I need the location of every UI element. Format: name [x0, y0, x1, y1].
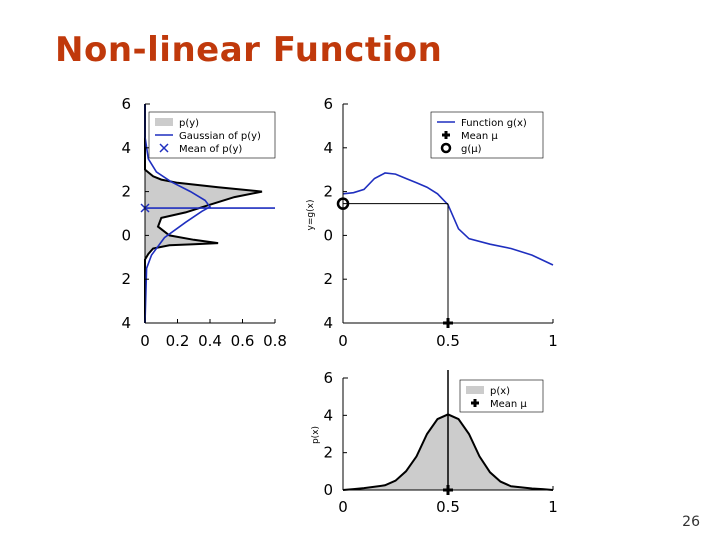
right-bottom-x-tick-2: 1 — [548, 498, 558, 516]
right-top-y-tick-0: 6 — [323, 95, 333, 113]
left-legend-fill-swatch — [155, 118, 173, 126]
right-top-y-tick-4: 2 — [323, 270, 333, 288]
right-bottom-y-tick-2: 2 — [323, 444, 333, 462]
right-top-ylabel: y=g(x) — [306, 200, 316, 231]
left-x-tick-0: 0 — [140, 332, 150, 350]
right-top-x-tick-1: 0.5 — [436, 332, 460, 350]
left-y-tick-1: 4 — [121, 139, 131, 157]
right-top-series-0 — [342, 172, 554, 266]
right-top-x-tick-0: 0 — [338, 332, 348, 350]
right-top-legend-entry-2: g(μ) — [461, 144, 482, 155]
right-top-legend-ring-swatch — [440, 142, 452, 154]
left-y-tick-3: 0 — [121, 226, 131, 244]
left-x-tick-1: 0.2 — [166, 332, 190, 350]
right-bottom-y-tick-3: 0 — [323, 481, 333, 499]
right-bottom-x-tick-0: 0 — [338, 498, 348, 516]
left-legend-cross-swatch — [159, 143, 169, 153]
left-series-1 — [144, 104, 212, 324]
right-bottom-legend: p(x) Mean μ — [459, 379, 544, 413]
right-bottom-legend-plus-swatch — [471, 399, 479, 407]
left-series-0 — [144, 104, 263, 323]
right-bottom-legend-fill-swatch — [466, 386, 484, 394]
left-legend: p(y) Gaussian of p(y) Mean of p(y) — [148, 111, 276, 159]
left-legend-entry-2: Mean of p(y) — [179, 144, 242, 155]
left-x-tick-3: 0.6 — [231, 332, 255, 350]
right-top-x-tick-2: 1 — [548, 332, 558, 350]
left-x-tick-4: 0.8 — [263, 332, 287, 350]
right-bottom-legend-entry-0: p(x) — [490, 386, 510, 397]
left-legend-entry-0: p(y) — [179, 118, 199, 129]
slide-title: Non-linear Function — [55, 30, 443, 70]
right-bottom-legend-entry-1: Mean μ — [490, 399, 527, 410]
right-top-y-tick-5: 4 — [323, 314, 333, 332]
right-top-legend-entry-1: Mean μ — [461, 131, 498, 142]
right-top-y-tick-3: 0 — [323, 226, 333, 244]
left-x-tick-2: 0.4 — [198, 332, 222, 350]
right-top-legend-plus-swatch — [442, 131, 450, 139]
left-y-tick-2: 2 — [121, 183, 131, 201]
page-number: 26 — [682, 514, 700, 530]
right-top-y-tick-2: 2 — [323, 183, 333, 201]
right-bottom-ylabel: p(x) — [311, 426, 321, 444]
left-legend-entry-1: Gaussian of p(y) — [179, 131, 261, 142]
right-top-legend: Function g(x) Mean μ g(μ) — [430, 111, 544, 159]
left-y-tick-0: 6 — [121, 95, 131, 113]
left-y-tick-4: 2 — [121, 270, 131, 288]
right-top-y-tick-1: 4 — [323, 139, 333, 157]
left-y-tick-5: 4 — [121, 314, 131, 332]
right-bottom-y-tick-0: 6 — [323, 369, 333, 387]
right-bottom-y-tick-1: 4 — [323, 406, 333, 424]
right-top-legend-entry-0: Function g(x) — [461, 118, 527, 129]
right-bottom-x-tick-1: 0.5 — [436, 498, 460, 516]
